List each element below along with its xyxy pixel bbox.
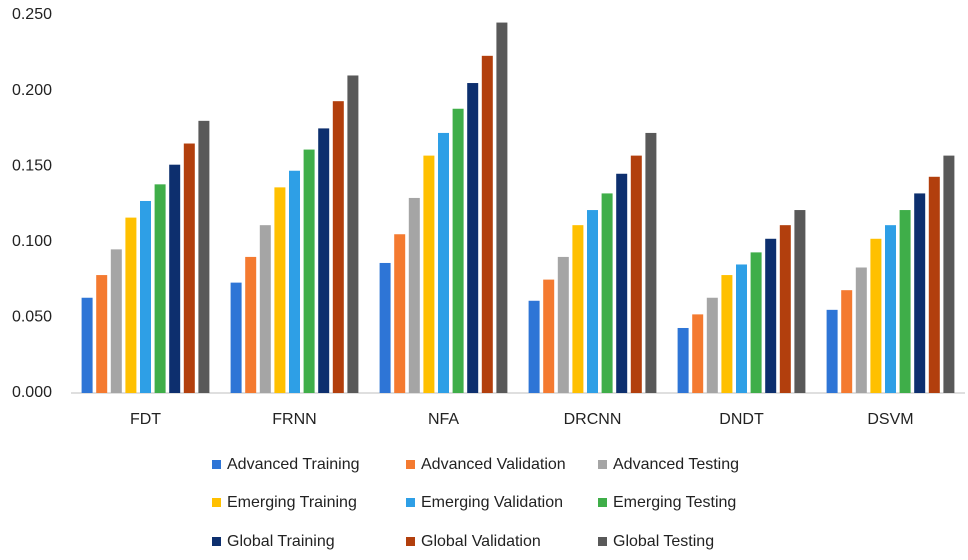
- legend-swatch: [598, 537, 607, 546]
- legend-label: Advanced Training: [227, 456, 360, 473]
- bar: [779, 225, 791, 393]
- bar: [96, 275, 108, 393]
- legend-swatch: [598, 498, 607, 507]
- bar: [943, 155, 955, 393]
- bar: [870, 238, 882, 393]
- bar: [677, 327, 689, 393]
- bar: [914, 193, 926, 393]
- bar: [423, 155, 435, 393]
- x-tick-label: FRNN: [272, 411, 316, 428]
- bar: [885, 225, 896, 393]
- y-tick-label: 0.050: [12, 309, 52, 326]
- legend-swatch: [406, 537, 415, 546]
- bar: [394, 234, 406, 393]
- bar: [259, 225, 271, 393]
- bar: [928, 176, 940, 393]
- bar: [332, 101, 344, 394]
- bar: [736, 264, 747, 393]
- bar: [543, 279, 555, 393]
- bar: [154, 184, 166, 393]
- bar: [481, 55, 493, 393]
- bar: [601, 193, 613, 393]
- bar: [230, 282, 242, 393]
- bar: [81, 297, 93, 393]
- bar: [125, 217, 137, 393]
- bar: [692, 314, 704, 393]
- bar: [826, 309, 838, 393]
- bar: [587, 210, 598, 393]
- legend-label: Global Validation: [421, 533, 541, 550]
- legend-label: Emerging Training: [227, 494, 357, 511]
- bar: [408, 197, 420, 393]
- legend-swatch: [406, 460, 415, 469]
- bar: [645, 132, 657, 393]
- bar: [721, 275, 733, 393]
- y-tick-label: 0.100: [12, 233, 52, 250]
- bar: [140, 200, 151, 393]
- legend-swatch: [212, 537, 221, 546]
- legend-swatch: [212, 498, 221, 507]
- bar: [706, 297, 718, 393]
- bar: [572, 225, 584, 393]
- bar: [855, 267, 867, 393]
- bar: [379, 262, 391, 393]
- bar: [750, 252, 762, 393]
- y-tick-label: 0.000: [12, 384, 52, 401]
- x-tick-label: DNDT: [719, 411, 764, 428]
- bar: [198, 120, 210, 393]
- bar: [557, 256, 569, 393]
- bar: [496, 22, 508, 394]
- legend-label: Emerging Testing: [613, 494, 736, 511]
- bar: [183, 143, 195, 393]
- bar: [899, 210, 911, 393]
- x-tick-label: DSVM: [867, 411, 913, 428]
- x-tick-label: NFA: [428, 411, 459, 428]
- legend-swatch: [212, 460, 221, 469]
- bar: [616, 173, 628, 393]
- legend-label: Global Training: [227, 533, 335, 550]
- legend-swatch: [598, 460, 607, 469]
- y-tick-label: 0.150: [12, 157, 52, 174]
- legend-label: Advanced Testing: [613, 456, 739, 473]
- bar: [169, 164, 181, 393]
- bar: [452, 108, 464, 393]
- bar: [347, 75, 359, 393]
- bar: [274, 187, 286, 393]
- x-tick-label: FDT: [130, 411, 161, 428]
- x-tick-label: DRCNN: [564, 411, 622, 428]
- legend-label: Advanced Validation: [421, 456, 566, 473]
- bar: [841, 290, 853, 393]
- bar: [630, 155, 642, 393]
- y-tick-label: 0.200: [12, 82, 52, 99]
- bar: [110, 249, 122, 393]
- bar: [528, 300, 540, 393]
- bar: [794, 210, 806, 393]
- bar: [467, 83, 479, 393]
- bar: [318, 128, 330, 393]
- bar: [289, 170, 300, 393]
- legend-label: Global Testing: [613, 533, 714, 550]
- legend-swatch: [406, 498, 415, 507]
- bar: [303, 149, 315, 393]
- bar: [438, 132, 449, 393]
- bar: [765, 238, 777, 393]
- legend-label: Emerging Validation: [421, 494, 563, 511]
- bar: [245, 256, 257, 393]
- y-tick-label: 0.250: [12, 6, 52, 23]
